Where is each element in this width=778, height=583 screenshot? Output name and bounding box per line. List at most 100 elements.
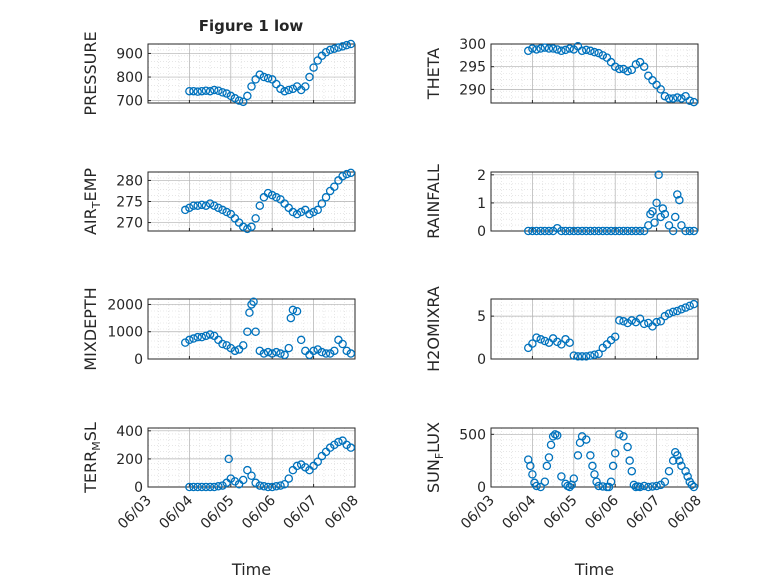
data-point	[654, 170, 663, 180]
data-point	[664, 466, 674, 476]
data-point	[586, 351, 595, 360]
y-axis-label: MIXDEPTH	[81, 287, 100, 370]
x-tick-label: 06/03	[458, 493, 498, 533]
data-point	[619, 64, 628, 74]
figure-title: Figure 1 low	[199, 17, 304, 35]
y-axis-label: SUNFLUX	[424, 422, 446, 493]
data-point	[524, 226, 533, 236]
data-point	[259, 349, 269, 358]
data-point	[565, 338, 574, 347]
axes-box	[147, 43, 356, 104]
data-point	[656, 85, 665, 94]
data-point	[606, 226, 616, 236]
data-point	[590, 350, 599, 359]
data-point	[280, 350, 289, 360]
data-point	[623, 318, 632, 328]
data-point	[330, 346, 339, 356]
data-point	[263, 482, 273, 492]
data-point	[565, 482, 574, 492]
data-point	[255, 70, 265, 79]
data-point	[681, 226, 690, 236]
data-point	[619, 432, 628, 441]
data-point	[214, 482, 223, 491]
data-point	[627, 65, 637, 75]
data-point	[201, 201, 211, 210]
data-point	[664, 309, 674, 318]
data-point	[639, 226, 649, 236]
data-point	[581, 45, 591, 55]
data-point	[540, 43, 550, 52]
y-tick-label: 2000	[107, 297, 143, 313]
data-point	[592, 477, 601, 486]
data-point	[201, 86, 211, 95]
data-point	[181, 205, 190, 215]
data-point	[639, 62, 649, 71]
data-point	[238, 475, 248, 485]
data-point	[334, 437, 343, 447]
y-tick-label: 5	[477, 309, 486, 325]
data-point	[594, 349, 603, 359]
data-point	[251, 214, 260, 223]
data-point	[689, 97, 699, 107]
data-point	[648, 207, 657, 216]
data-point	[313, 457, 322, 466]
data-point	[259, 482, 269, 491]
x-tick-label: 06/08	[665, 493, 705, 533]
data-point	[346, 39, 356, 49]
data-point	[205, 482, 215, 492]
data-point	[238, 341, 248, 350]
axes-box	[147, 427, 356, 488]
data-point	[267, 482, 277, 492]
data-point	[330, 44, 339, 53]
data-point	[581, 226, 591, 236]
data-point	[230, 94, 240, 103]
data-point	[639, 319, 649, 329]
y-tick-label: 0	[134, 352, 143, 368]
y-tick-label: 200	[116, 452, 143, 468]
data-point	[664, 94, 674, 103]
data-point	[272, 482, 281, 491]
data-point	[548, 44, 558, 53]
data-point	[557, 226, 566, 236]
data-point	[677, 305, 686, 314]
data-point	[656, 317, 665, 326]
data-point	[540, 336, 550, 346]
data-point	[334, 43, 343, 52]
data-point	[604, 482, 614, 492]
y-tick-label: 0	[134, 480, 143, 496]
data-point	[673, 451, 682, 460]
data-point	[321, 349, 331, 358]
data-point	[309, 346, 318, 356]
data-point	[652, 198, 661, 208]
data-point	[670, 212, 680, 222]
data-point	[658, 204, 668, 213]
data-point	[594, 226, 603, 236]
x-tick-label: 06/06	[239, 492, 279, 532]
data-point	[683, 472, 692, 481]
data-point	[586, 226, 595, 236]
data-point	[673, 306, 682, 316]
data-point	[189, 201, 198, 210]
data-point	[635, 482, 645, 492]
data-point	[197, 482, 207, 492]
data-point	[259, 72, 269, 82]
data-point	[245, 308, 254, 317]
x-tick-label: 06/08	[322, 493, 362, 533]
data-point	[284, 343, 294, 353]
data-point	[610, 332, 620, 341]
data-point	[189, 86, 198, 96]
plot-area	[148, 428, 355, 487]
data-point	[255, 201, 265, 210]
data-point	[280, 479, 289, 489]
data-point	[677, 221, 686, 230]
data-point	[197, 200, 207, 210]
data-point	[230, 346, 240, 356]
data-point	[292, 209, 302, 219]
data-point	[557, 472, 566, 481]
data-point	[189, 334, 198, 343]
y-tick-label: 275	[116, 195, 143, 211]
x-tick-label: 06/03	[115, 493, 155, 533]
data-point	[272, 347, 281, 357]
x-tick-label: 06/04	[156, 492, 196, 532]
